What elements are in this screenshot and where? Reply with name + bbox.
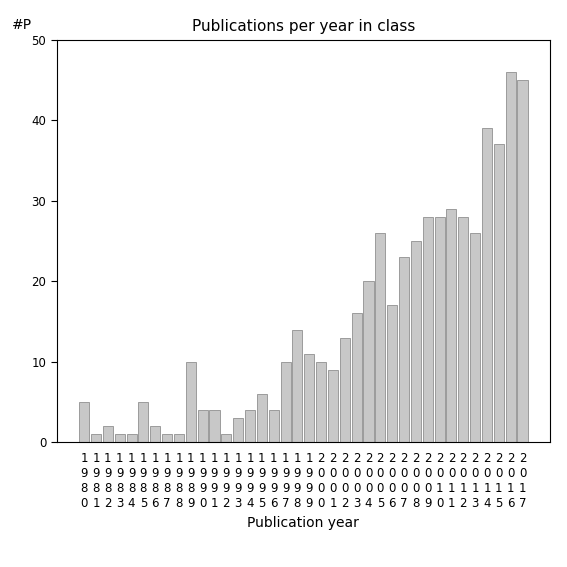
- Text: #P: #P: [12, 18, 32, 32]
- Bar: [91, 434, 101, 442]
- Bar: [316, 362, 326, 442]
- Bar: [506, 72, 516, 442]
- Bar: [411, 241, 421, 442]
- Bar: [328, 370, 338, 442]
- Bar: [434, 217, 445, 442]
- Bar: [269, 410, 279, 442]
- Bar: [174, 434, 184, 442]
- Bar: [245, 410, 255, 442]
- Bar: [399, 257, 409, 442]
- Bar: [293, 329, 302, 442]
- Bar: [363, 281, 374, 442]
- Bar: [79, 402, 89, 442]
- Bar: [150, 426, 160, 442]
- Bar: [375, 233, 386, 442]
- Bar: [340, 337, 350, 442]
- Bar: [494, 145, 504, 442]
- Bar: [470, 233, 480, 442]
- Bar: [198, 410, 208, 442]
- Bar: [352, 314, 362, 442]
- X-axis label: Publication year: Publication year: [247, 515, 359, 530]
- Bar: [257, 394, 267, 442]
- Bar: [115, 434, 125, 442]
- Bar: [482, 128, 492, 442]
- Bar: [233, 418, 243, 442]
- Bar: [458, 217, 468, 442]
- Bar: [446, 209, 456, 442]
- Bar: [162, 434, 172, 442]
- Bar: [281, 362, 291, 442]
- Bar: [518, 80, 527, 442]
- Bar: [103, 426, 113, 442]
- Bar: [221, 434, 231, 442]
- Bar: [387, 306, 397, 442]
- Bar: [423, 217, 433, 442]
- Bar: [304, 354, 314, 442]
- Title: Publications per year in class: Publications per year in class: [192, 19, 415, 35]
- Bar: [126, 434, 137, 442]
- Bar: [138, 402, 149, 442]
- Bar: [186, 362, 196, 442]
- Bar: [209, 410, 219, 442]
